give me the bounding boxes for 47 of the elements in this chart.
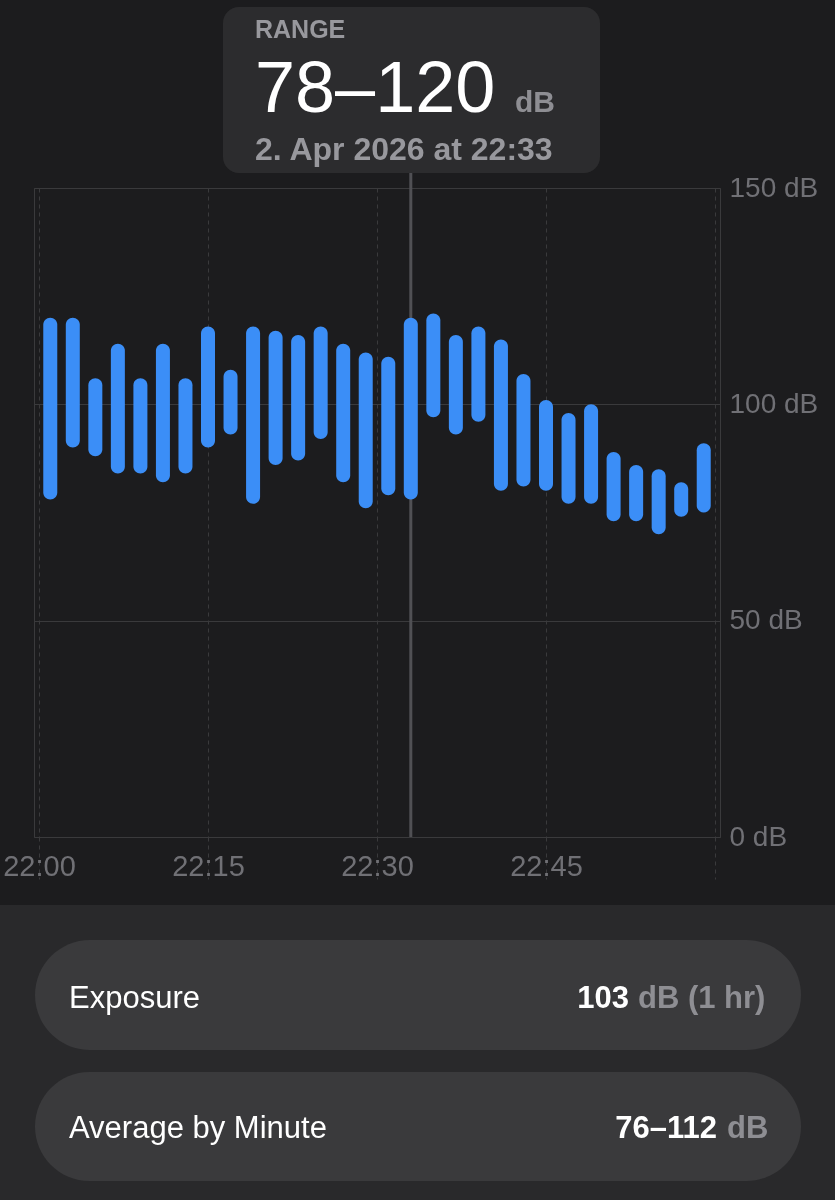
bar xyxy=(110,343,125,474)
text: dB xyxy=(727,1110,769,1145)
text: 2. Apr 2026 at 22:33 xyxy=(255,131,553,167)
text: 103 xyxy=(577,980,629,1015)
bar xyxy=(223,369,238,435)
y-tick-label: 50 dB xyxy=(729,604,803,636)
bar xyxy=(291,335,306,461)
bar xyxy=(561,412,576,504)
y-tick-label: 150 dB xyxy=(729,171,819,203)
bar xyxy=(43,317,58,500)
bar xyxy=(133,378,148,474)
y-tick-label: 0 dB xyxy=(729,820,788,852)
bar xyxy=(584,404,599,504)
text: 78–120 xyxy=(255,47,496,127)
bar xyxy=(426,313,441,418)
text: Exposure xyxy=(69,980,200,1015)
bar xyxy=(313,326,328,439)
x-tick-label: 22:45 xyxy=(510,849,583,882)
bar xyxy=(246,326,261,504)
bar xyxy=(178,378,193,474)
text: Average by Minute xyxy=(69,1110,327,1145)
x-tick-label: 22:00 xyxy=(3,849,76,882)
bar xyxy=(268,330,283,465)
bar xyxy=(88,378,103,457)
bar xyxy=(651,469,666,535)
text: 76–112 xyxy=(615,1110,717,1145)
bar xyxy=(471,326,486,422)
text: RANGE xyxy=(255,15,346,43)
bar xyxy=(403,317,418,500)
bar xyxy=(358,352,373,509)
bar xyxy=(336,343,351,483)
bar xyxy=(493,339,508,491)
text: dB (1 hr) xyxy=(638,980,766,1015)
bar xyxy=(448,335,463,435)
bar xyxy=(201,326,215,448)
bar xyxy=(696,443,711,513)
bar xyxy=(516,374,531,487)
text: dB xyxy=(515,85,555,118)
bar xyxy=(629,464,644,522)
bar xyxy=(65,317,80,448)
bar xyxy=(155,343,170,483)
y-tick-label: 100 dB xyxy=(729,387,819,419)
bar xyxy=(539,400,553,491)
bar xyxy=(606,451,621,522)
bar xyxy=(381,356,396,496)
x-tick-label: 22:15 xyxy=(172,849,245,882)
x-tick-label: 22:30 xyxy=(341,849,414,882)
